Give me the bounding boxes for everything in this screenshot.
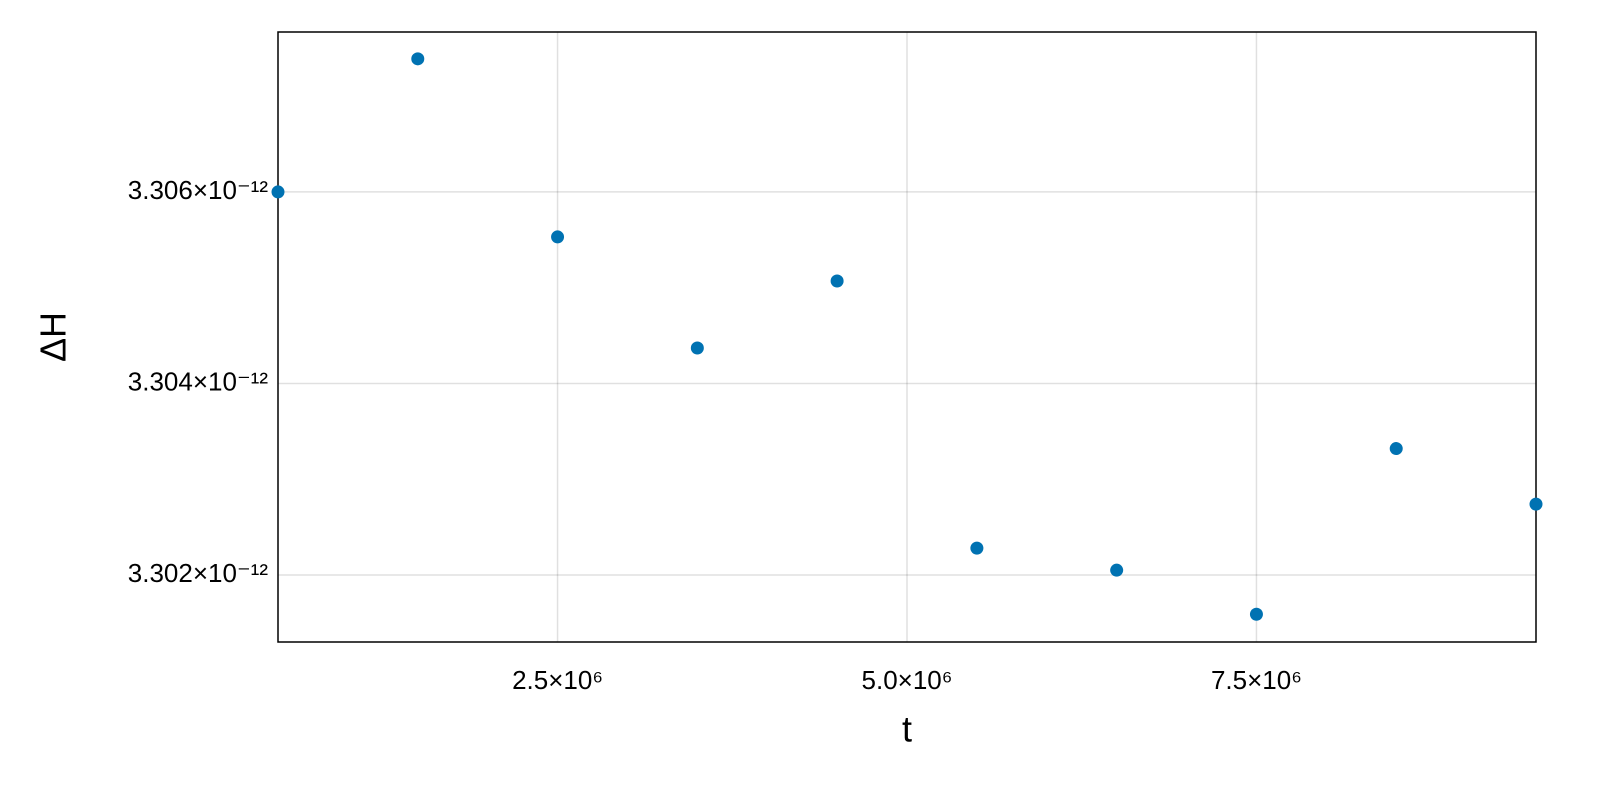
point bbox=[1529, 497, 1543, 511]
plot-frame bbox=[277, 31, 1537, 643]
y-tick-label: 3.304×10⁻¹² bbox=[128, 366, 269, 396]
y-tick-label: 3.306×10⁻¹² bbox=[128, 175, 269, 205]
x-axis-label: t bbox=[902, 709, 912, 750]
x-tick-label: 7.5×10⁶ bbox=[1211, 665, 1302, 695]
point bbox=[1389, 442, 1403, 456]
point bbox=[271, 185, 285, 199]
point bbox=[970, 541, 984, 555]
point bbox=[690, 341, 704, 355]
y-axis-label: ΔH bbox=[33, 312, 74, 362]
point bbox=[1110, 563, 1124, 577]
point bbox=[411, 52, 425, 66]
y-tick-label: 3.302×10⁻¹² bbox=[128, 558, 269, 588]
x-tick-label: 2.5×10⁶ bbox=[512, 665, 603, 695]
grid bbox=[278, 32, 1536, 642]
point bbox=[830, 274, 844, 288]
point bbox=[1249, 607, 1263, 621]
x-tick-label: 5.0×10⁶ bbox=[862, 665, 953, 695]
point bbox=[551, 230, 565, 244]
